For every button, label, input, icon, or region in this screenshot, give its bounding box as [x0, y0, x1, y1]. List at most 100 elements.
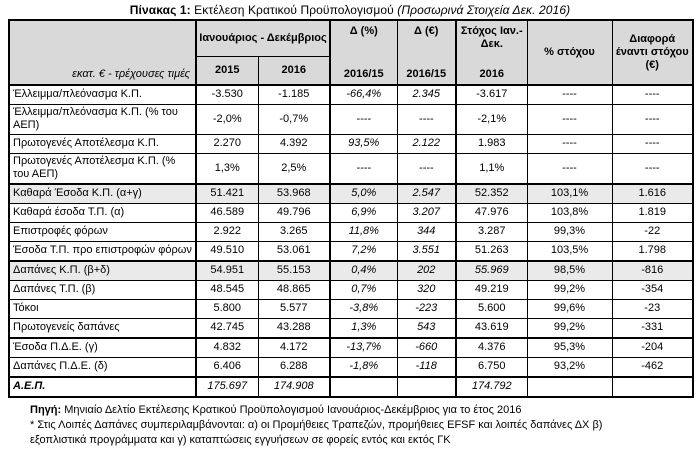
table-cell: -66,4% [329, 84, 398, 105]
table-cell: 4.376 [455, 336, 528, 358]
table-cell: 7,2% [329, 240, 398, 262]
table-cell: 4.392 [257, 133, 331, 154]
title-prefix: Πίνακας 1: [129, 3, 191, 17]
table-row: Έσοδα Π.Δ.Ε. (γ) 4.832 4.172 -13,7% -660 4.37… [8, 336, 694, 358]
table-row: Δαπάνες Π.Δ.Ε. (δ) 6.406 6.288 -1,8% -118 6.7… [8, 356, 694, 378]
table-cell: 99,2% [526, 279, 613, 300]
note-line-1: * Στις Λοιπές Δαπάνες συμπεριλαμβάνονται… [30, 419, 603, 432]
row-label: Δαπάνες Π.Δ.Ε. (δ) [8, 356, 197, 378]
table-cell: 0,4% [329, 259, 398, 281]
table-cell: 1.616 [611, 182, 694, 204]
table-cell: 175.697 [195, 375, 259, 398]
table-cell: 2.270 [195, 133, 259, 154]
target-header: Στόχος Ιαν.-Δεκ. 2016 [455, 19, 528, 86]
table-cell: ---- [329, 152, 398, 185]
table-cell: 5.577 [257, 298, 331, 319]
source-note: Πηγή: Μηνιαίο Δελτίο Εκτέλεσης Κρατικού … [30, 403, 700, 418]
table-cell: 48.865 [257, 279, 331, 300]
table-cell: 2,5% [257, 152, 331, 185]
table-cell: 3.265 [257, 221, 331, 242]
row-label: Πρωτογενές Αποτέλεσμα Κ.Π. [8, 133, 197, 154]
table-cell: 93,5% [329, 133, 398, 154]
table-row: Α.Ε.Π. 175.697 174.908 174.792 [8, 375, 694, 398]
table-cell: 4.172 [257, 336, 331, 358]
table-row: Έλλειμμα/πλεόνασμα Κ.Π. -3.530 -1.185 -66,4… [8, 84, 694, 105]
footnotes: Πηγή: Μηνιαίο Δελτίο Εκτέλεσης Κρατικού … [30, 403, 700, 449]
table-cell: -23 [611, 298, 694, 319]
table-cell: ---- [396, 104, 457, 135]
table-cell: 6.406 [195, 356, 259, 378]
table-row: Πρωτογενές Αποτέλεσμα Κ.Π. (% του ΑΕΠ) 1,… [8, 152, 694, 185]
table-cell [329, 375, 398, 398]
row-label: Δαπάνες Τ.Π. (β) [8, 279, 197, 300]
table-cell: -462 [611, 356, 694, 378]
table-row: Καθαρά Έσοδα Κ.Π. (α+γ) 51.421 53.968 5,0% 2… [8, 182, 694, 204]
table-cell: 55.969 [455, 259, 528, 281]
table-row: Έσοδα Τ.Π. προ επιστροφών φόρων 49.510 53.… [8, 240, 694, 262]
target-year: 2016 [479, 67, 504, 80]
unit-label-cell: εκατ. € - τρέχουσες τιμές [8, 19, 197, 86]
table-cell: -1.185 [257, 84, 331, 105]
table-cell [396, 375, 457, 398]
table-cell: 5.600 [455, 298, 528, 319]
table-row: Καθαρά έσοδα Τ.Π. (α) 46.589 49.796 6,9% 3.2… [8, 202, 694, 223]
row-label: Α.Ε.Π. [8, 375, 197, 398]
table-cell: -2,0% [195, 104, 259, 135]
table-cell: 47.976 [455, 202, 528, 223]
table-cell: 1.819 [611, 202, 694, 223]
table-cell: -354 [611, 279, 694, 300]
row-label: Έσοδα Π.Δ.Ε. (γ) [8, 336, 197, 358]
delta-eur-header: Δ (€) 2016/15 [396, 19, 457, 86]
table-cell: ---- [526, 84, 613, 105]
table-cell: 4.832 [195, 336, 259, 358]
table-row: Δαπάνες Κ.Π. (β+δ) 54.951 55.153 0,4% 202 55.… [8, 259, 694, 281]
table-cell: -816 [611, 259, 694, 281]
note-line-2: εξοπλιστικά προγράμματα και γ) καταπτώσε… [30, 434, 451, 447]
table-cell [611, 375, 694, 398]
table-cell: 99,2% [526, 317, 613, 339]
table-cell: 49.796 [257, 202, 331, 223]
table-cell: 42.745 [195, 317, 259, 339]
table-cell: 98,5% [526, 259, 613, 281]
title-main: Εκτέλεση Κρατικού Προϋπολογισμού [190, 3, 398, 17]
table-cell: -2,1% [455, 104, 528, 135]
table-cell: 174.792 [455, 375, 528, 398]
row-label: Έλλειμμα/πλεόνασμα Κ.Π. (% του ΑΕΠ) [8, 104, 197, 135]
table-cell: 46.589 [195, 202, 259, 223]
table-cell: 43.288 [257, 317, 331, 339]
table-cell: 0,7% [329, 279, 398, 300]
row-label: Τόκοι [8, 298, 197, 319]
table-cell: 48.545 [195, 279, 259, 300]
table-cell: 53.968 [257, 182, 331, 204]
table-cell: 3.207 [396, 202, 457, 223]
table-row: Πρωτογενές Αποτέλεσμα Κ.Π. 2.270 4.392 93,5… [8, 133, 694, 154]
year-2015-header: 2015 [195, 55, 259, 86]
table-cell: 51.263 [455, 240, 528, 262]
table-cell: -3.617 [455, 84, 528, 105]
table-cell: -223 [396, 298, 457, 319]
table-cell: ---- [611, 104, 694, 135]
table-cell: 202 [396, 259, 457, 281]
table-cell: -3.530 [195, 84, 259, 105]
table-cell: 49.219 [455, 279, 528, 300]
table-cell: 54.951 [195, 259, 259, 281]
delta-eur-sub: 2016/15 [406, 67, 447, 80]
pct-target-header: % στόχου [526, 19, 613, 86]
table-cell: 53.061 [257, 240, 331, 262]
table-cell: 1,3% [329, 317, 398, 339]
table-row: Πρωτογενείς δαπάνες 42.745 43.288 1,3% 543 43… [8, 317, 694, 339]
table-cell: 99,3% [526, 221, 613, 242]
table-cell: ---- [526, 152, 613, 185]
table-cell: 320 [396, 279, 457, 300]
table-cell: 543 [396, 317, 457, 339]
table-cell: 5,0% [329, 182, 398, 204]
period-group-header: Ιανουάριος - Δεκέμβριος [195, 19, 331, 57]
table-cell: 3.287 [455, 221, 528, 242]
table-cell: 1.798 [611, 240, 694, 262]
row-label: Καθαρά έσοδα Τ.Π. (α) [8, 202, 197, 223]
table-cell: 43.619 [455, 317, 528, 339]
table-cell: 6.288 [257, 356, 331, 378]
table-cell: ---- [526, 104, 613, 135]
table-cell: ---- [611, 152, 694, 185]
